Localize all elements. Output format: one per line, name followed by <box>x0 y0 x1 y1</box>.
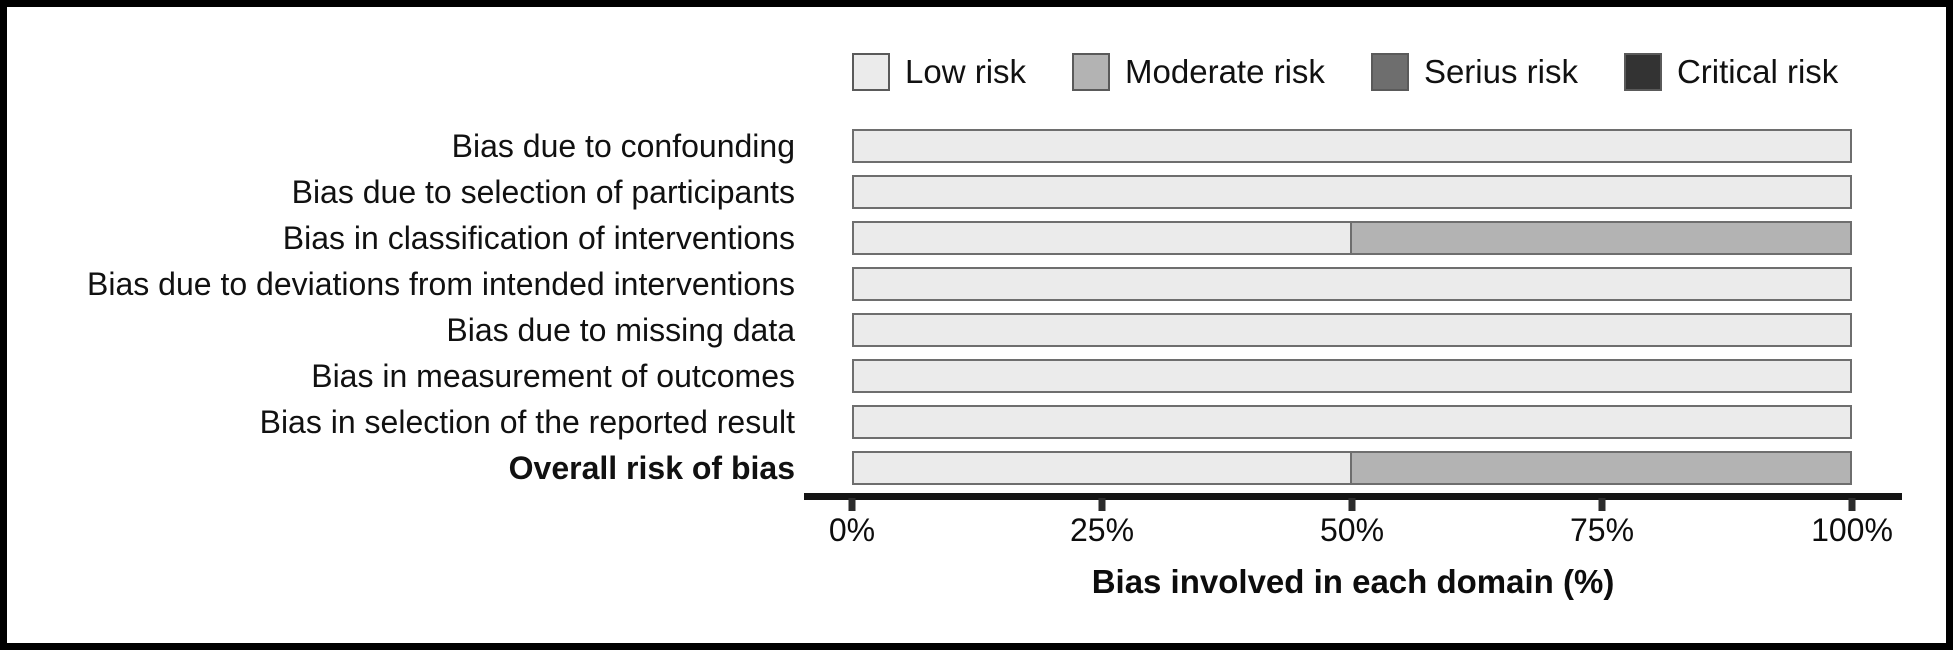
legend-item-critical-risk: Critical risk <box>1623 53 1839 91</box>
axis-tick-label: 75% <box>1569 512 1635 548</box>
chart-row: Overall risk of bias <box>7 451 1852 497</box>
bar-segment-moderate-risk <box>1352 451 1852 485</box>
legend-label: Critical risk <box>1676 53 1839 90</box>
chart-row: Bias in classification of interventions <box>7 221 1852 267</box>
chart-row: Bias due to deviations from intended int… <box>7 267 1852 313</box>
bar-track <box>852 267 1852 301</box>
bar-segment-low-risk <box>852 175 1852 209</box>
category-label: Bias due to confounding <box>451 128 795 164</box>
bar-segment-low-risk <box>852 405 1852 439</box>
legend-item-moderate-risk: Moderate risk <box>1072 53 1325 91</box>
category-label: Bias in selection of the reported result <box>259 404 795 440</box>
legend-swatch-serius-risk <box>1370 53 1409 91</box>
bar-segment-low-risk <box>852 359 1852 393</box>
bar-track <box>852 175 1852 209</box>
chart-row: Bias due to selection of participants <box>7 175 1852 221</box>
legend: Low risk Moderate risk Serius risk Critical… <box>852 53 1838 91</box>
axis-tick-label: 25% <box>1069 512 1135 548</box>
legend-item-low-risk: Low risk <box>852 53 1026 91</box>
category-label: Bias due to selection of participants <box>291 174 795 210</box>
category-label: Overall risk of bias <box>508 450 795 486</box>
bar-segment-low-risk <box>852 129 1852 163</box>
category-label: Bias due to deviations from intended int… <box>87 266 795 302</box>
legend-swatch-moderate-risk <box>1072 53 1111 91</box>
x-axis-line <box>804 493 1902 500</box>
axis-tick-label: 100% <box>1811 512 1893 548</box>
chart-row: Bias due to confounding <box>7 129 1852 175</box>
category-label: Bias in classification of interventions <box>282 220 795 256</box>
bar-track <box>852 359 1852 393</box>
legend-swatch-low-risk <box>852 53 890 91</box>
bar-segment-low-risk <box>852 267 1852 301</box>
chart-row: Bias in measurement of outcomes <box>7 359 1852 405</box>
legend-label: Serius risk <box>1423 53 1578 90</box>
bar-track <box>852 451 1852 485</box>
bar-segment-low-risk <box>852 221 1352 255</box>
chart-row: Bias due to missing data <box>7 313 1852 359</box>
bar-track <box>852 221 1852 255</box>
legend-label: Moderate risk <box>1125 53 1325 90</box>
chart-row: Bias in selection of the reported result <box>7 405 1852 451</box>
bar-segment-low-risk <box>852 313 1852 347</box>
bar-segment-moderate-risk <box>1352 221 1852 255</box>
bar-track <box>852 313 1852 347</box>
legend-label: Low risk <box>905 53 1027 90</box>
bar-segment-low-risk <box>852 451 1352 485</box>
chart-rows: Bias due to confounding Bias due to selec… <box>7 129 1852 497</box>
bar-track <box>852 129 1852 163</box>
category-label: Bias due to missing data <box>446 312 795 348</box>
category-label: Bias in measurement of outcomes <box>311 358 795 394</box>
legend-item-serius-risk: Serius risk <box>1370 53 1578 91</box>
legend-swatch-critical-risk <box>1623 53 1662 91</box>
axis-tick-label: 50% <box>1319 512 1385 548</box>
bar-track <box>852 405 1852 439</box>
x-axis-title: Bias involved in each domain (%) <box>1091 563 1615 600</box>
axis-tick-label: 0% <box>828 512 876 548</box>
